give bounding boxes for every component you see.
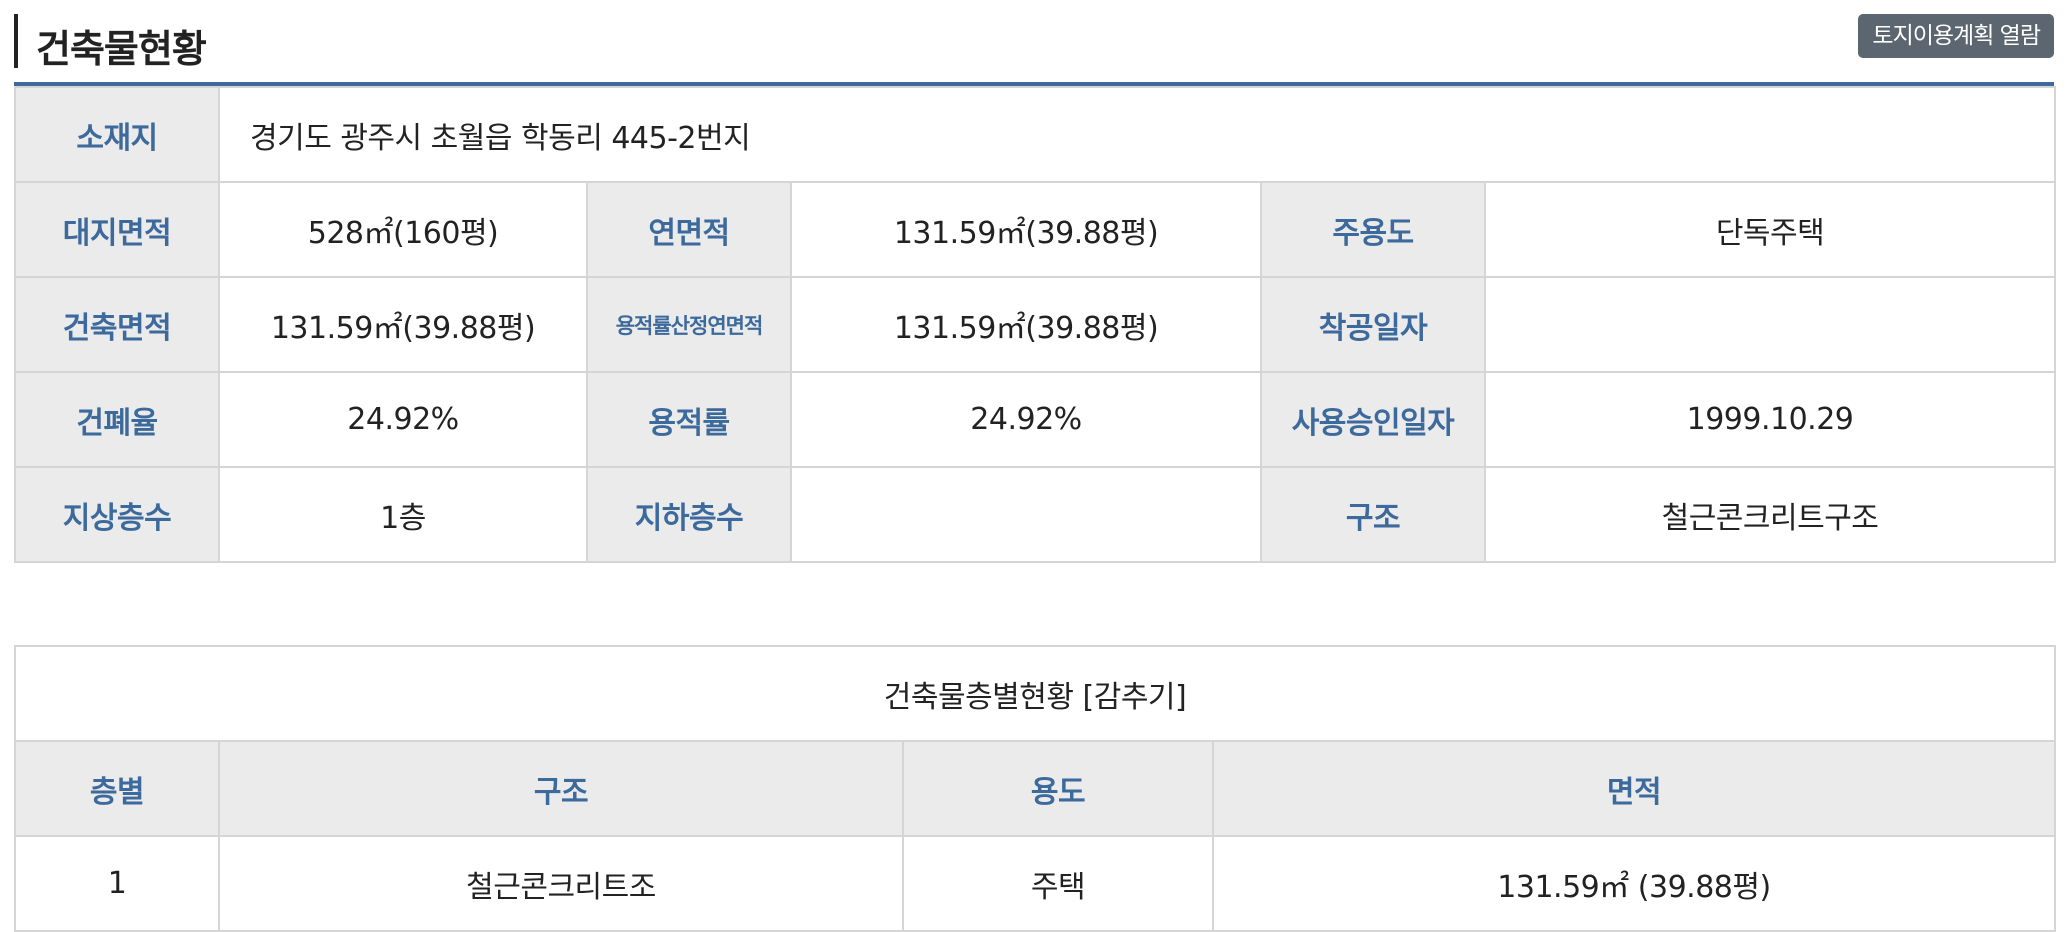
floor-status-table: 건축물층별현황 [감추기] 층별 구조 용도 면적 1 철근콘크리트조 주택 1…: [13, 645, 2057, 932]
building-info-table: 소재지 경기도 광주시 초월읍 학동리 445-2번지 대지면적 528㎡(16…: [14, 86, 2057, 563]
location-row: 소재지 경기도 광주시 초월읍 학동리 445-2번지: [14, 86, 2057, 183]
building-area-row: 건축면적 131.59㎡(39.88평) 용적률산정연면적 131.59㎡(39…: [14, 276, 2057, 373]
start-date-value: [1483, 276, 2057, 373]
below-ground-floors-value: [790, 466, 1262, 563]
approval-date-value: 1999.10.29: [1483, 371, 2057, 468]
floor-header-floor: 층별: [14, 740, 220, 837]
table-row: 1 철근콘크리트조 주택 131.59㎡ (39.88평): [14, 835, 2057, 932]
floors-structure-row: 지상층수 1층 지하층수 구조 철근콘크리트구조: [14, 466, 2057, 563]
site-area-value: 528㎡(160평): [218, 181, 588, 278]
main-use-label: 주용도: [1260, 181, 1486, 278]
above-ground-floors-label: 지상층수: [14, 466, 220, 563]
below-ground-floors-label: 지하층수: [586, 466, 792, 563]
top-divider: [14, 82, 2054, 86]
floor-area-ratio-value: 24.92%: [790, 371, 1262, 468]
floor-header-row: 층별 구조 용도 면적: [14, 740, 2057, 837]
coverage-ratio-value: 24.92%: [218, 371, 588, 468]
far-floor-area-value: 131.59㎡(39.88평): [790, 276, 1262, 373]
area-cell: 131.59㎡ (39.88평): [1211, 835, 2057, 932]
structure-value: 철근콘크리트구조: [1483, 466, 2057, 563]
floor-header-use: 용도: [902, 740, 1214, 837]
floor-cell: 1: [14, 835, 220, 932]
structure-cell: 철근콘크리트조: [218, 835, 904, 932]
floor-header-structure: 구조: [218, 740, 904, 837]
floor-status-toggle[interactable]: 건축물층별현황 [감추기]: [13, 645, 2057, 742]
section-header: 건축물현황 토지이용계획 열람: [14, 10, 2054, 71]
main-use-value: 단독주택: [1483, 181, 2057, 278]
title-accent-bar: [14, 14, 18, 68]
location-label: 소재지: [14, 86, 220, 183]
structure-label: 구조: [1260, 466, 1486, 563]
ratio-row: 건폐율 24.92% 용적률 24.92% 사용승인일자 1999.10.29: [14, 371, 2057, 468]
far-floor-area-label: 용적률산정연면적: [586, 276, 792, 373]
use-cell: 주택: [902, 835, 1214, 932]
floor-area-value: 131.59㎡(39.88평): [790, 181, 1262, 278]
approval-date-label: 사용승인일자: [1260, 371, 1486, 468]
section-title: 건축물현황: [36, 27, 207, 71]
floor-header-area: 면적: [1211, 740, 2057, 837]
location-value: 경기도 광주시 초월읍 학동리 445-2번지: [217, 86, 2057, 183]
start-date-label: 착공일자: [1260, 276, 1486, 373]
floor-status-toggle-text[interactable]: 건축물층별현황 [감추기]: [883, 679, 1187, 715]
floor-area-ratio-label: 용적률: [586, 371, 792, 468]
coverage-ratio-label: 건폐율: [14, 371, 220, 468]
building-area-value: 131.59㎡(39.88평): [218, 276, 588, 373]
building-area-label: 건축면적: [14, 276, 220, 373]
land-use-plan-button[interactable]: 토지이용계획 열람: [1858, 14, 2054, 58]
above-ground-floors-value: 1층: [218, 466, 588, 563]
floor-toggle-row: 건축물층별현황 [감추기]: [13, 645, 2057, 742]
floor-area-label: 연면적: [586, 181, 792, 278]
area-row: 대지면적 528㎡(160평) 연면적 131.59㎡(39.88평) 주용도 …: [14, 181, 2057, 278]
site-area-label: 대지면적: [14, 181, 220, 278]
